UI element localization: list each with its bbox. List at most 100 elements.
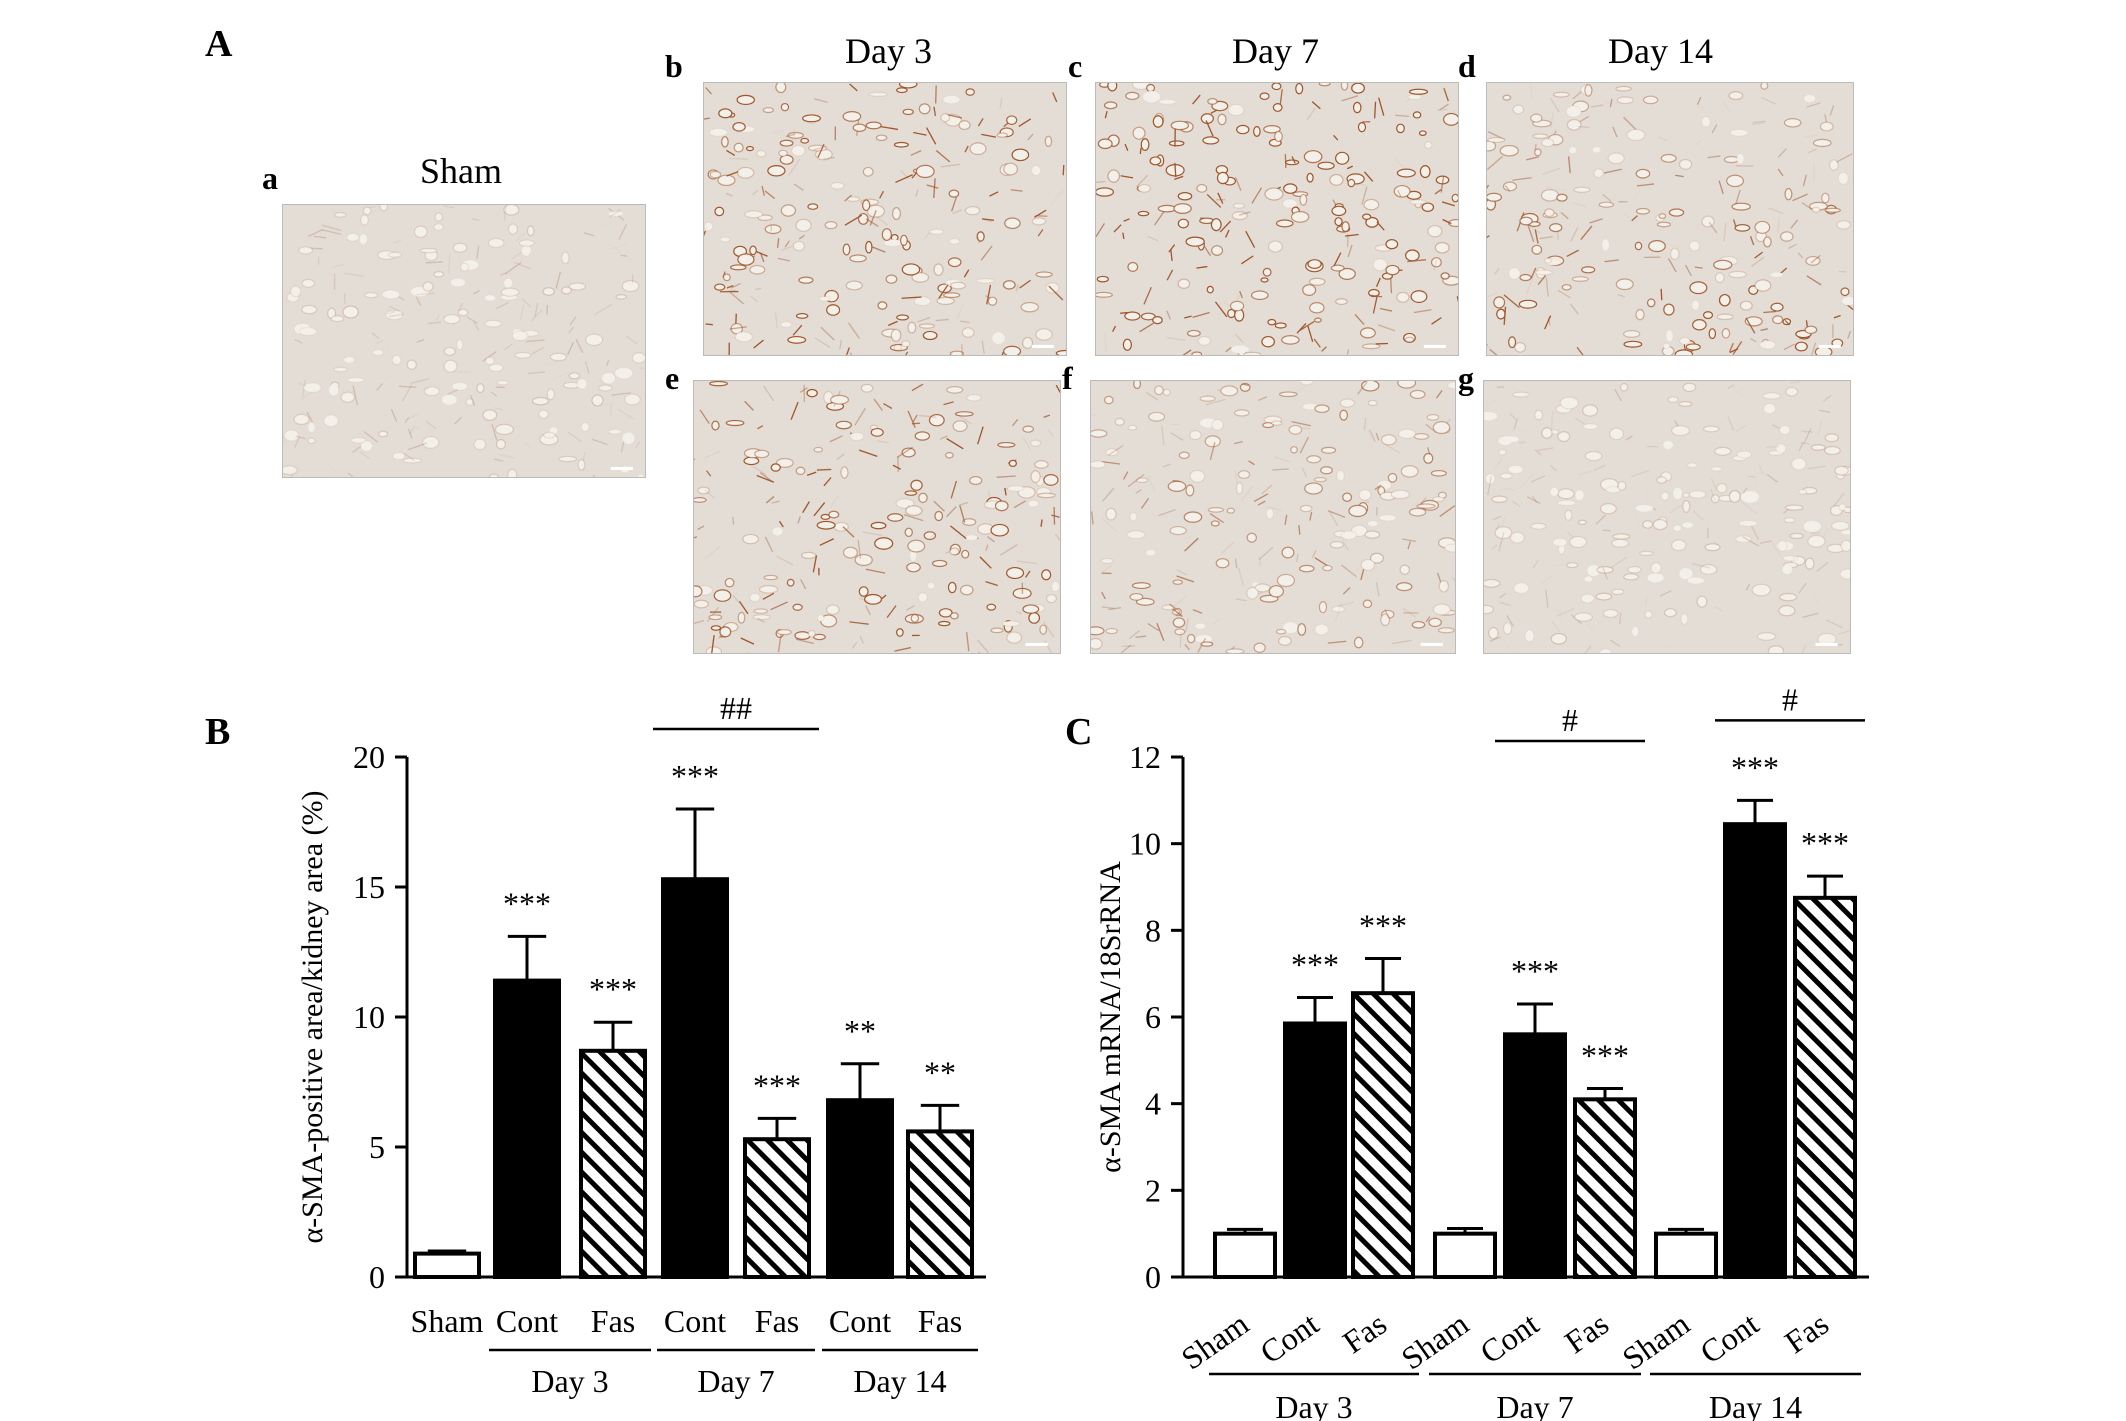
panel-label-a: A: [205, 23, 233, 65]
category-label: Fas: [1778, 1305, 1835, 1360]
significance-label: ***: [1731, 749, 1779, 785]
bar: [1654, 1231, 1718, 1279]
significance-label: ***: [1581, 1038, 1629, 1074]
category-label: Cont: [496, 1303, 558, 1339]
category-label: Fas: [1558, 1305, 1615, 1360]
bar: [1723, 822, 1787, 1280]
micrograph-b: [703, 82, 1067, 356]
tubule-pattern: [1096, 83, 1458, 355]
tubule-pattern: [283, 205, 645, 477]
micrograph-texture: [1091, 381, 1455, 653]
micrograph-texture: [1096, 83, 1458, 355]
tile-letter-f: f: [1062, 360, 1073, 396]
tile-letter-g: g: [1458, 360, 1474, 396]
micrograph-c: [1095, 82, 1459, 356]
micrograph-texture: [283, 205, 645, 477]
bar: [1213, 1231, 1277, 1279]
significance-label: ***: [753, 1067, 801, 1103]
category-label: Sham: [1616, 1305, 1696, 1376]
micrograph-texture: [1484, 381, 1850, 653]
chart-B: 0 5 10 15 20 α-SMA-positive area/kidney area …: [296, 690, 986, 1399]
scale-bar: [610, 466, 633, 470]
bar: [579, 1048, 647, 1280]
micrograph-a: [282, 204, 646, 478]
tubule-pattern: [1484, 381, 1850, 653]
group-label: Day 3: [531, 1363, 608, 1399]
tile-letter-c: c: [1068, 48, 1083, 84]
y-tick-label: 8: [1145, 912, 1161, 948]
significance-label: **: [924, 1054, 956, 1090]
significance-label: ***: [1291, 947, 1339, 983]
y-axis-label: α-SMA mRNA/18SrRNA: [1094, 861, 1127, 1173]
y-tick-label: 0: [369, 1259, 385, 1295]
category-label: Cont: [664, 1303, 726, 1339]
bar: [413, 1251, 481, 1279]
category-label: Sham: [411, 1303, 484, 1339]
significance-label: ***: [1359, 908, 1407, 944]
tile-letter-d: d: [1458, 48, 1476, 84]
bar: [493, 978, 561, 1279]
category-label: Sham: [1395, 1305, 1475, 1376]
scale-bar: [1031, 344, 1054, 348]
micrograph-texture: [704, 83, 1066, 355]
group-label: Day 14: [853, 1363, 946, 1399]
scale-bar: [1025, 642, 1048, 646]
y-tick-label: 0: [1145, 1259, 1161, 1295]
bar: [906, 1129, 974, 1280]
y-tick-label: 12: [1129, 739, 1161, 775]
y-tick-label: 10: [1129, 826, 1161, 862]
tubule-pattern: [1487, 83, 1853, 355]
column-title-day3: Day 3: [845, 31, 932, 71]
bar: [1793, 895, 1857, 1279]
significance-label: ***: [671, 758, 719, 794]
comparison-label: ##: [720, 690, 752, 726]
tile-letter-e: e: [665, 360, 680, 396]
panel-label-b: B: [205, 711, 231, 753]
category-label: Fas: [755, 1303, 799, 1339]
scale-bar: [1423, 344, 1446, 348]
scale-bar: [1815, 642, 1838, 646]
bar: [661, 877, 729, 1279]
micrograph-f: [1090, 380, 1456, 654]
y-tick-label: 4: [1145, 1086, 1161, 1122]
bar: [1573, 1097, 1637, 1280]
category-label: Cont: [1693, 1305, 1765, 1370]
category-label: Fas: [591, 1303, 635, 1339]
tile-letter-a: a: [262, 160, 278, 196]
micrograph-e: [693, 380, 1061, 654]
bar: [1433, 1231, 1497, 1279]
micrograph-g: [1483, 380, 1851, 654]
micrograph-texture: [694, 381, 1060, 653]
tile-letter-b: b: [665, 48, 683, 84]
panel-label-c: C: [1065, 711, 1093, 753]
y-tick-label: 10: [353, 999, 385, 1035]
column-title-sham: Sham: [420, 151, 503, 191]
bar: [1351, 991, 1415, 1280]
comparison-label: #: [1782, 681, 1798, 717]
tubule-pattern: [704, 83, 1066, 355]
bar: [743, 1137, 811, 1279]
significance-label: ***: [1511, 953, 1559, 989]
scale-bar: [1818, 344, 1841, 348]
significance-label: **: [844, 1013, 876, 1049]
category-label: Sham: [1175, 1305, 1255, 1376]
bar: [1283, 1021, 1347, 1279]
group-label: Day 3: [1275, 1389, 1352, 1421]
category-label: Fas: [918, 1303, 962, 1339]
scale-bar: [1420, 642, 1443, 646]
bar: [826, 1098, 894, 1279]
group-label: Day 7: [697, 1363, 774, 1399]
y-tick-label: 2: [1145, 1172, 1161, 1208]
category-label: Cont: [829, 1303, 891, 1339]
tubule-pattern: [1091, 381, 1455, 653]
category-label: Fas: [1336, 1305, 1393, 1360]
category-label: Cont: [1473, 1305, 1545, 1370]
chart-C: 0 2 4 6 8 10 12 α-SMA mRNA/18SrRNA Sham *** Cont **…: [1094, 681, 1869, 1421]
column-title-day7: Day 7: [1232, 31, 1319, 71]
y-tick-label: 6: [1145, 999, 1161, 1035]
significance-label: ***: [1801, 825, 1849, 861]
comparison-label: #: [1562, 702, 1578, 738]
micrograph-d: [1486, 82, 1854, 356]
micrograph-texture: [1487, 83, 1853, 355]
